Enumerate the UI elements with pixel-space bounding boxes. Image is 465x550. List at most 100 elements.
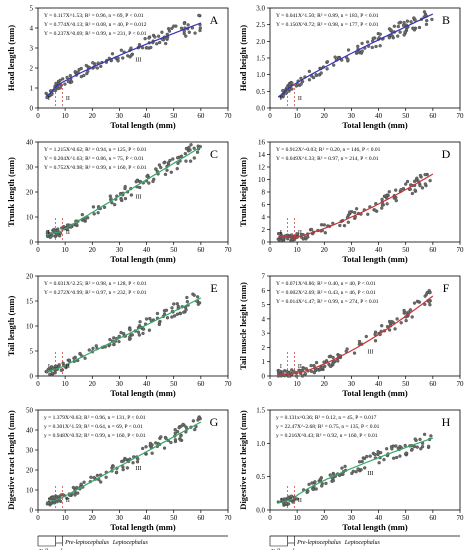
data-point [342, 224, 347, 228]
data-point [149, 45, 153, 50]
data-point [366, 40, 370, 44]
data-point [415, 445, 419, 449]
data-point [155, 42, 159, 46]
data-point [307, 69, 312, 74]
data-point [352, 351, 357, 355]
data-point [135, 460, 140, 464]
data-point [119, 48, 124, 52]
data-point [328, 364, 332, 368]
fit-equation: Y = 0.150X^0.72; R² = 0.98, n = 177, P <… [276, 22, 379, 28]
data-point [387, 190, 391, 194]
data-point [303, 371, 307, 376]
data-point [290, 87, 294, 91]
data-point [327, 355, 332, 359]
data-point [188, 159, 193, 163]
data-point [281, 93, 286, 98]
data-point [171, 157, 175, 161]
data-point [140, 446, 145, 451]
data-point [385, 202, 389, 206]
data-point [147, 181, 151, 185]
y-tick-label: 8 [262, 189, 266, 197]
data-point [198, 28, 202, 33]
data-point [294, 374, 299, 378]
data-point [169, 440, 173, 445]
x-axis-label: Total length (mm) [342, 120, 407, 130]
data-point [187, 145, 191, 150]
x-tick-label: 30 [348, 514, 356, 522]
data-point [356, 44, 360, 49]
fit-curve [278, 173, 434, 238]
y-axis-label: Trunk length (mm) [6, 157, 16, 227]
data-point [313, 480, 317, 484]
data-point [50, 92, 54, 96]
data-point [320, 484, 324, 488]
data-point [357, 460, 362, 464]
x-tick-label: 30 [116, 380, 124, 388]
x-tick-label: 10 [294, 246, 302, 254]
data-point [123, 184, 127, 189]
x-tick-label: 40 [143, 514, 151, 522]
data-point [398, 454, 402, 458]
x-tick-label: 70 [457, 112, 465, 120]
fit-equation: Y = 0.071X^0.86; R² = 0.40, n = 40, P < … [276, 281, 376, 287]
data-point [319, 71, 323, 75]
plot-frame [37, 409, 229, 511]
fit-equation: Y = 0.014X^1.47; R² = 0.99, n = 274, P <… [276, 299, 379, 305]
data-point [82, 73, 86, 78]
data-point [385, 447, 389, 451]
x-tick-label: 0 [268, 112, 272, 120]
data-point [159, 435, 163, 439]
data-point [178, 438, 183, 442]
data-point [404, 319, 408, 323]
data-point [141, 331, 145, 336]
data-point [423, 182, 428, 186]
data-point [354, 470, 358, 474]
data-point [396, 34, 400, 38]
stage-label: I [48, 498, 50, 504]
data-point [412, 26, 416, 31]
x-tick-label: 70 [225, 246, 233, 254]
data-point [165, 168, 169, 172]
x-tick-label: 50 [402, 112, 410, 120]
data-point [145, 46, 149, 50]
data-point [189, 143, 193, 147]
data-point [99, 64, 103, 69]
data-point [423, 302, 427, 307]
y-tick-label: 40 [26, 427, 34, 435]
y-tick-label: 50 [26, 407, 34, 415]
x-tick-label: 60 [197, 514, 205, 522]
data-point [112, 336, 116, 340]
stage-name: Pre-leptocephalus [296, 540, 341, 546]
data-point [346, 57, 350, 62]
data-point [419, 447, 423, 451]
panel-letter: H [442, 415, 451, 429]
stage-label: II [66, 364, 70, 370]
data-point [346, 220, 351, 224]
data-point [177, 426, 181, 430]
y-axis-label: Tail length (mm) [6, 296, 16, 357]
x-tick-label: 60 [197, 112, 205, 120]
data-point [399, 188, 403, 192]
x-tick-label: 0 [268, 380, 272, 388]
data-point [394, 188, 398, 192]
x-axis-label: Total length (mm) [110, 120, 175, 130]
fit-equation: y = 22.47X^-2.68; R² = 0.75, n = 135, P … [276, 424, 380, 430]
stage-label: III [367, 350, 373, 356]
y-tick-label: 1.5 [256, 55, 265, 63]
data-point [156, 34, 161, 38]
data-point [350, 471, 354, 476]
stage-label: I [48, 96, 50, 102]
x-tick-label: 60 [429, 514, 437, 522]
data-point [378, 44, 382, 48]
data-point [309, 369, 314, 374]
data-point [370, 45, 374, 50]
y-tick-label: 2 [262, 344, 266, 352]
x-tick-label: 0 [268, 246, 272, 254]
data-point [121, 56, 125, 60]
data-point [172, 24, 176, 28]
y-tick-label: 2 [262, 226, 266, 234]
data-point [191, 419, 196, 423]
data-point [324, 481, 328, 486]
data-point [416, 300, 421, 304]
data-point [95, 473, 100, 478]
